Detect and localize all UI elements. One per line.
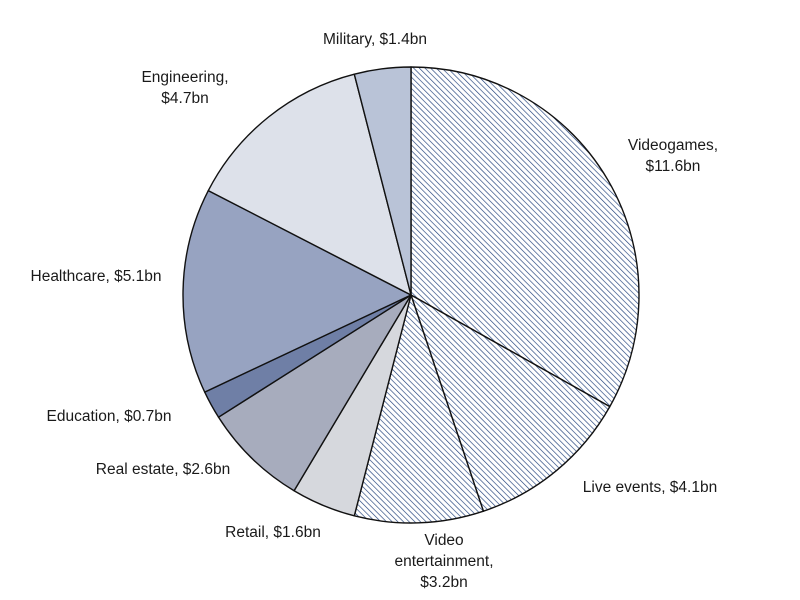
slice-label-line: Education, $0.7bn	[47, 408, 172, 425]
slice-label-real-estate: Real estate, $2.6bn	[96, 461, 230, 478]
slice-label-video-entertainment: Video entertainment, $3.2bn	[394, 532, 493, 591]
slice-label-line: Live events, $4.1bn	[583, 479, 717, 496]
slice-label-line: Healthcare, $5.1bn	[31, 268, 162, 285]
pie-slice-military	[353, 66, 412, 296]
slice-label-military: Military, $1.4bn	[323, 31, 427, 48]
slice-label-retail: Retail, $1.6bn	[225, 524, 321, 541]
slice-label-live-events: Live events, $4.1bn	[583, 479, 717, 496]
slice-label-line: $3.2bn	[420, 574, 467, 591]
slice-label-videogames: Videogames, $11.6bn	[628, 137, 718, 175]
slice-label-line: $11.6bn	[646, 158, 701, 175]
slice-label-line: Engineering,	[141, 69, 228, 86]
pie-slice-live-events	[410, 294, 611, 512]
slice-label-education: Education, $0.7bn	[47, 408, 172, 425]
slice-label-line: Real estate, $2.6bn	[96, 461, 230, 478]
pie-slices	[182, 66, 640, 524]
pie-slice-videogames	[410, 66, 640, 408]
pie-slice-engineering	[207, 73, 412, 296]
slice-label-line: Video	[424, 532, 463, 549]
slice-label-line: Videogames,	[628, 137, 718, 154]
slice-label-healthcare: Healthcare, $5.1bn	[31, 268, 162, 285]
slice-label-line: Retail, $1.6bn	[225, 524, 321, 541]
slice-label-line: $4.7bn	[161, 90, 208, 107]
slice-label-line: entertainment,	[394, 553, 493, 570]
slice-label-line: Military, $1.4bn	[323, 31, 427, 48]
slice-label-engineering: Engineering, $4.7bn	[141, 69, 228, 107]
pie-slice-real-estate	[217, 294, 412, 492]
pie-labels: Videogames, $11.6bn Live events, $4.1bn Vid…	[31, 31, 719, 591]
pie-slice-healthcare	[182, 189, 412, 393]
pie-slice-video-entertainment	[353, 294, 485, 524]
